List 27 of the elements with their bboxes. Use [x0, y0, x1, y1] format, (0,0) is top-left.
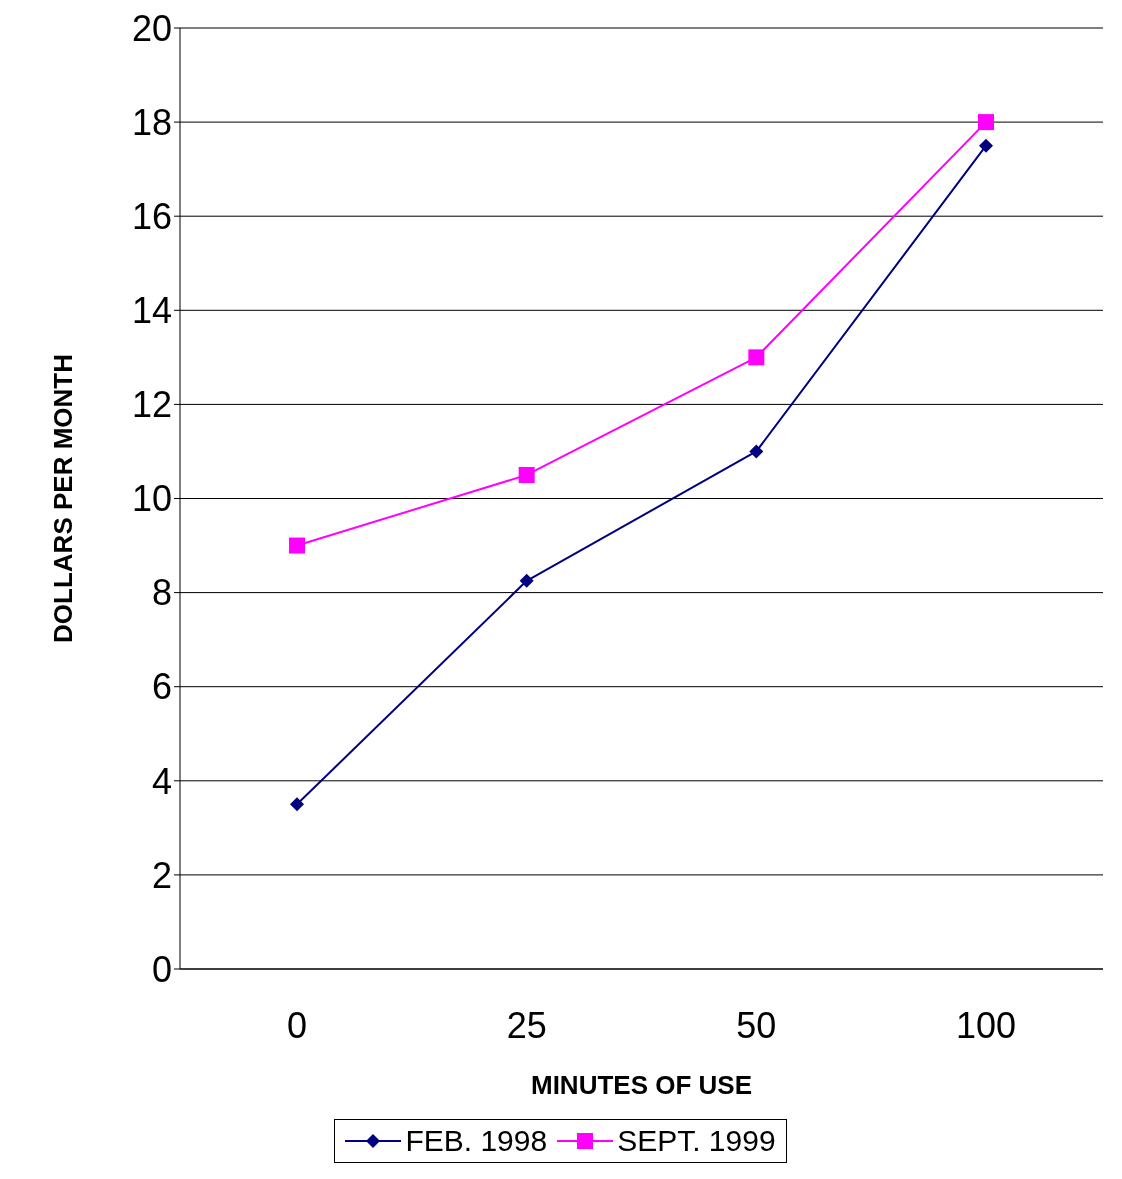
point [518, 466, 535, 483]
point [290, 797, 304, 812]
y-tick-label: 2 [151, 854, 172, 896]
y-tick-label: 0 [151, 948, 172, 990]
point [749, 444, 764, 459]
point [519, 573, 534, 588]
y-tick-label: 10 [131, 478, 172, 520]
y-tick-label: 4 [151, 760, 172, 802]
y-tick-label: 12 [131, 384, 172, 426]
y-tick-label: 20 [131, 7, 172, 49]
y-tick-label: 18 [131, 101, 172, 143]
y-tick-label: 16 [131, 195, 172, 237]
point [289, 537, 305, 554]
x-axis-title: MINUTES OF USE [530, 1070, 753, 1100]
x-tick-label: 50 [736, 1004, 777, 1046]
point [748, 349, 765, 366]
x-tick-label: 0 [286, 1004, 308, 1046]
point [978, 114, 994, 131]
y-axis-title: DOLLARS PER MONTH [48, 354, 79, 643]
x-tick-label: 100 [955, 1004, 1017, 1046]
point [979, 138, 993, 153]
legend-label: FEB. 1998 [405, 1124, 548, 1158]
y-tick-label: 6 [151, 666, 172, 708]
y-tick-label: 14 [131, 290, 172, 332]
y-tick-label: 8 [151, 572, 172, 614]
x-tick-label: 25 [506, 1004, 547, 1046]
legend-label: SEPT. 1999 [617, 1124, 776, 1158]
